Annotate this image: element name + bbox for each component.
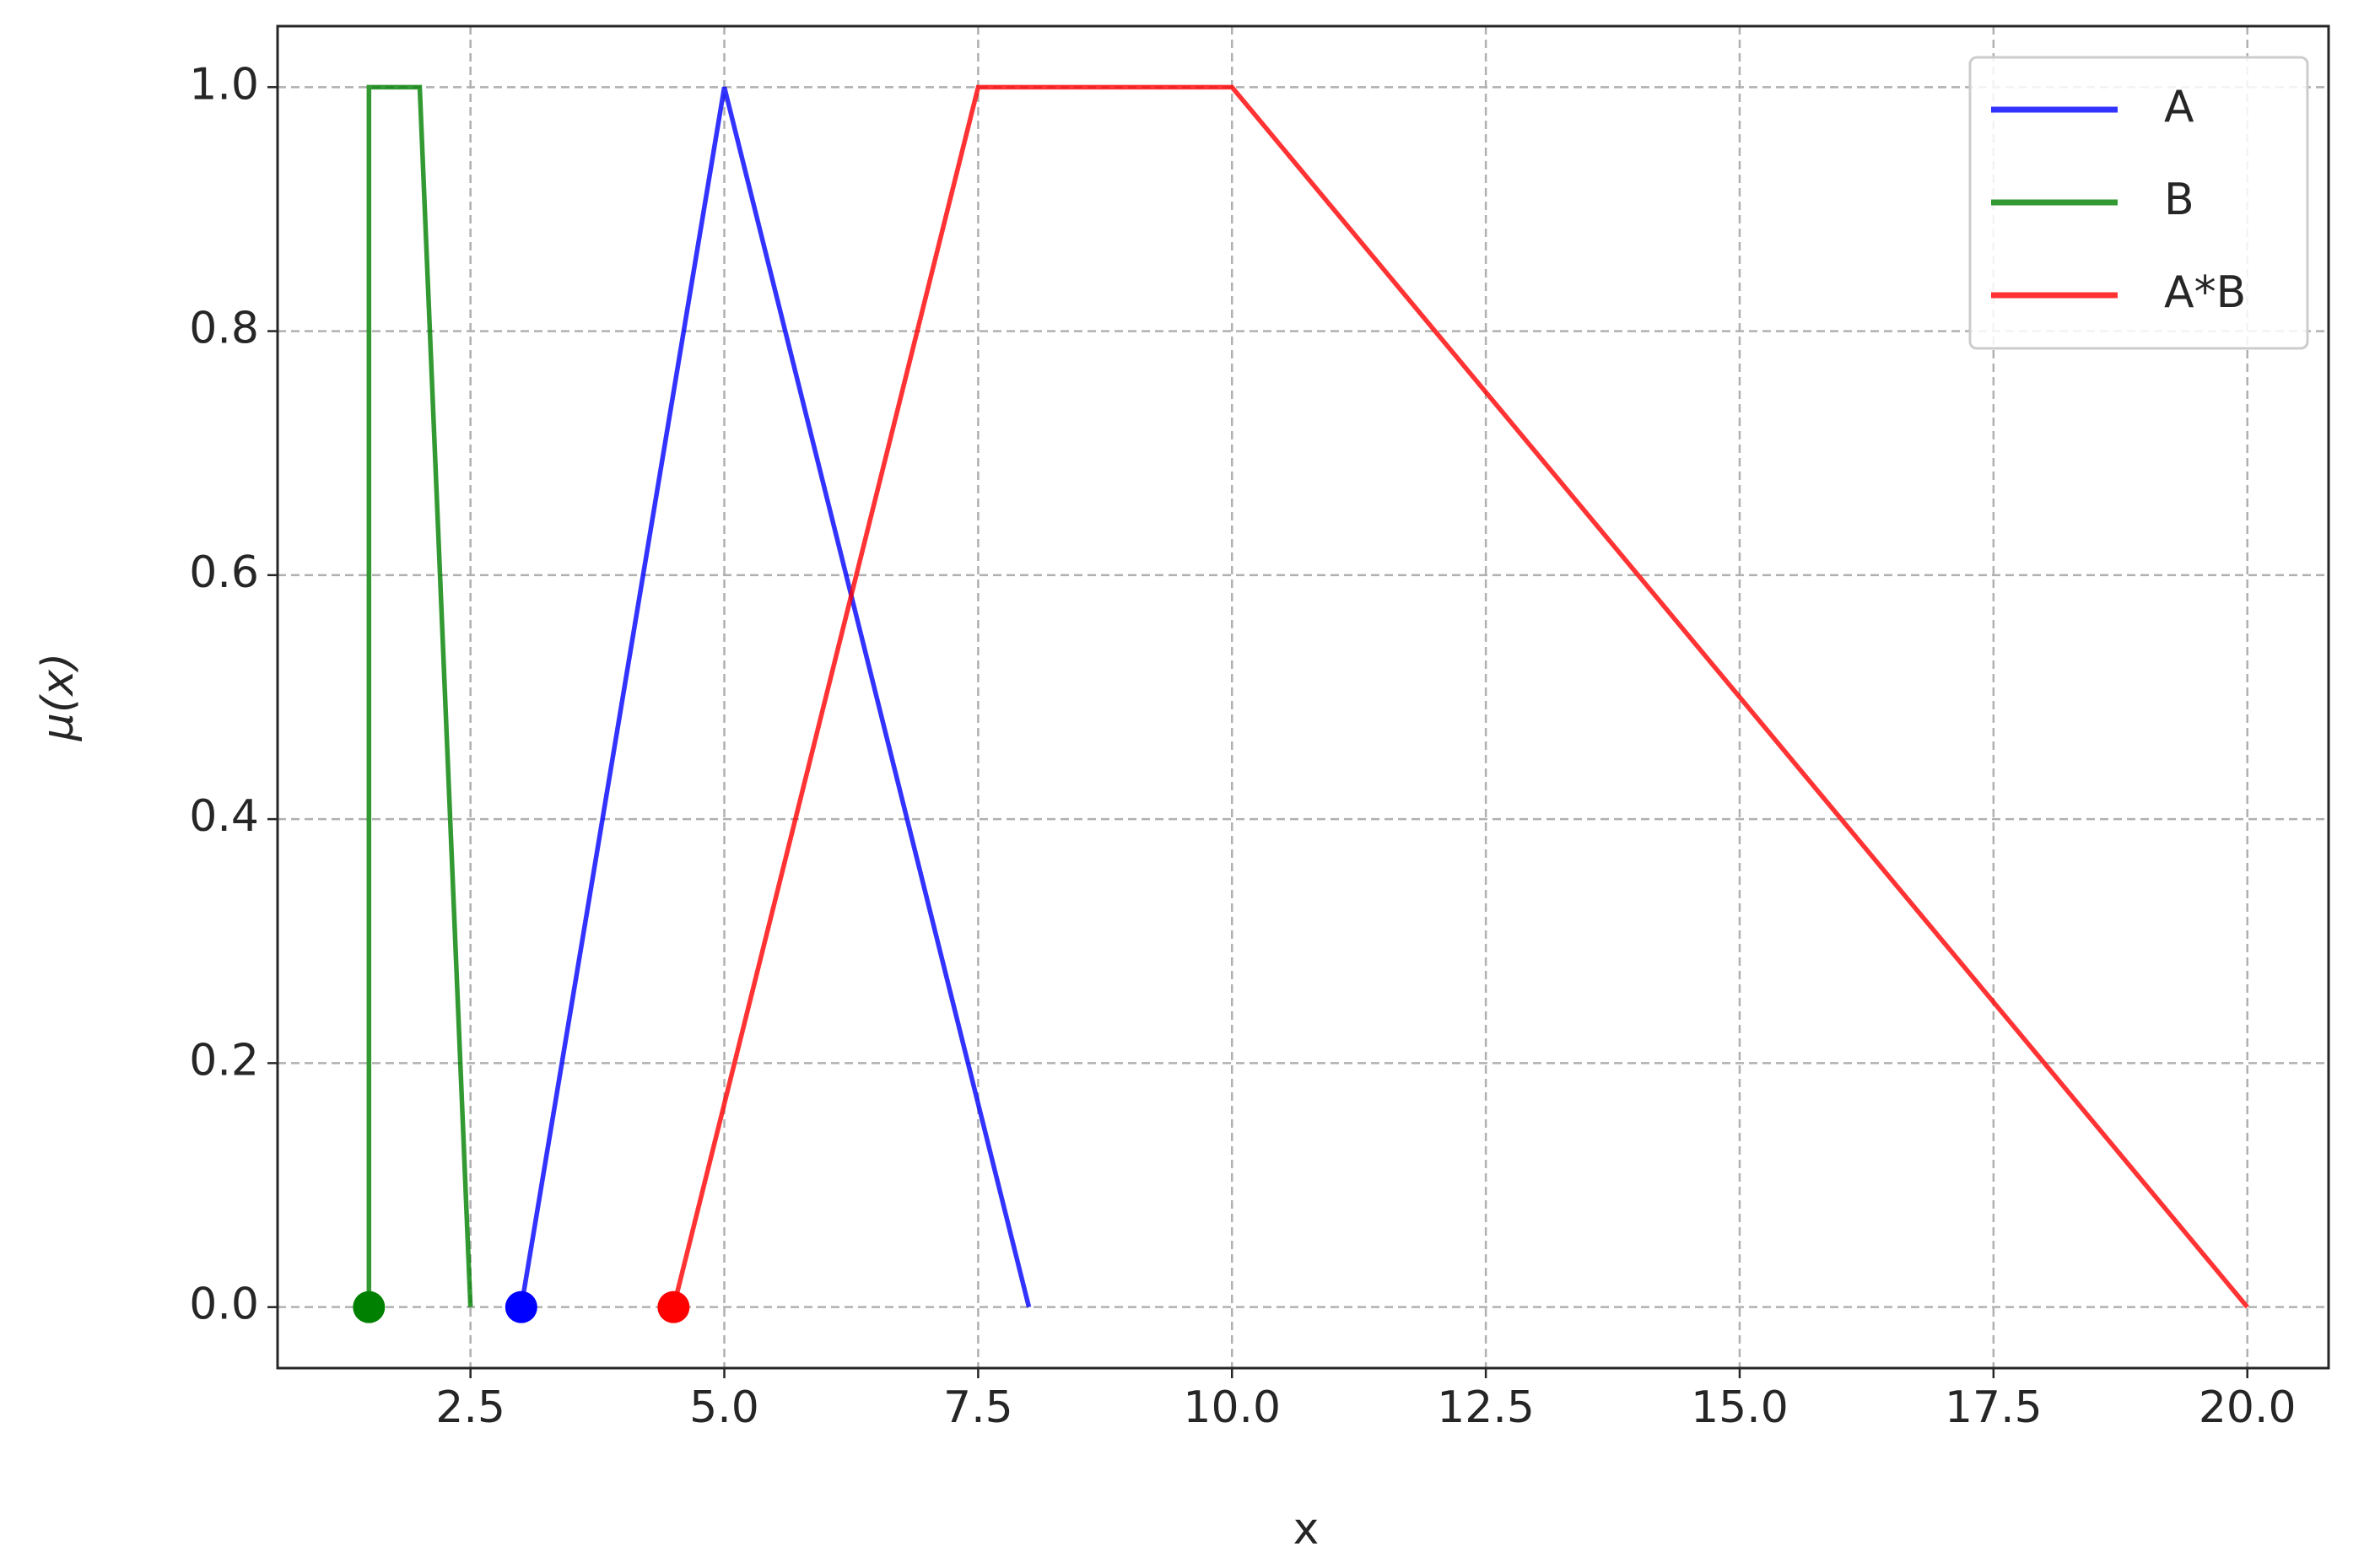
x-tick-label: 2.5 (435, 1382, 505, 1433)
legend-box (1968, 56, 2309, 350)
series-line (366, 84, 473, 1307)
plot-frame (276, 24, 2330, 1370)
x-tick-label: 5.0 (689, 1382, 759, 1433)
y-tick-label: 0.8 (189, 304, 259, 354)
x-tick-label: 7.5 (943, 1382, 1013, 1433)
legend-label: A (2164, 82, 2194, 132)
x-tick-label: 20.0 (2199, 1382, 2297, 1433)
series-line (671, 84, 2249, 1309)
legend-label: A*B (2164, 267, 2246, 318)
y-tick-label: 1.0 (189, 59, 259, 110)
y-tick-label: 0.0 (189, 1280, 259, 1330)
y-axis-label: μ(x) (33, 653, 84, 741)
legend-label: B (2164, 175, 2194, 225)
x-tick-label: 15.0 (1691, 1382, 1789, 1433)
series-marker (505, 1291, 537, 1323)
y-tick-label: 0.2 (189, 1035, 259, 1086)
x-tick-label: 10.0 (1183, 1382, 1281, 1433)
series-line (519, 86, 1032, 1308)
series-marker (353, 1291, 386, 1323)
x-tick-label: 17.5 (1945, 1382, 2043, 1433)
x-tick-label: 12.5 (1437, 1382, 1535, 1433)
y-tick-label: 0.6 (189, 547, 259, 598)
x-axis-label: x (1293, 1504, 1320, 1555)
y-tick-label: 0.4 (189, 791, 259, 842)
series-marker (657, 1291, 690, 1323)
